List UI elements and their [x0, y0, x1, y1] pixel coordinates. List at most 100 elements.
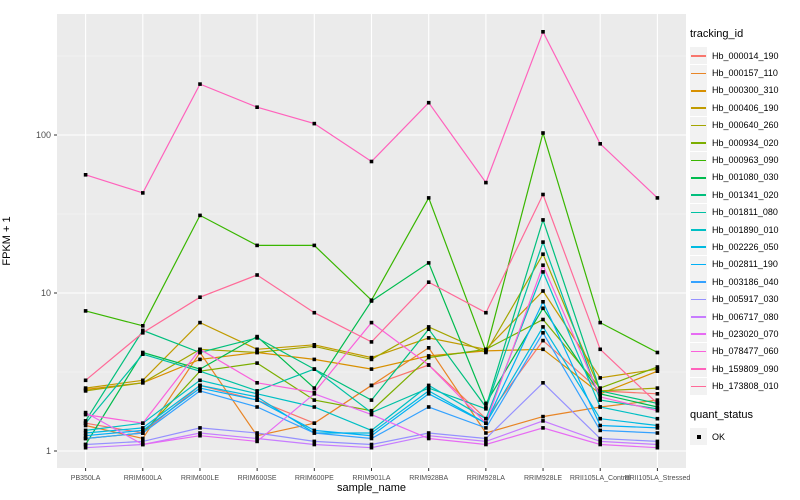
data-point [83, 421, 88, 425]
data-point [255, 347, 259, 352]
data-point [198, 367, 202, 371]
color-line-key [690, 203, 707, 221]
data-point [83, 433, 88, 438]
legend-title-quant-status: quant_status [690, 408, 753, 421]
data-point [541, 300, 545, 304]
data-point [141, 421, 145, 425]
legend-entry-label: Hb_159809_090 [712, 363, 779, 374]
legend-entry-label: Hb_000300_310 [712, 85, 779, 96]
data-point [598, 428, 602, 433]
data-point [83, 428, 88, 433]
legend-entry-label: Hb_173808_010 [712, 381, 779, 392]
data-point [426, 261, 431, 265]
data-point [312, 442, 317, 447]
x-axis-title: sample_name [336, 482, 407, 494]
legend-entry-label: Hb_000157_110 [712, 68, 778, 79]
data-point [484, 407, 488, 411]
color-line-key [690, 186, 707, 204]
x-tick-label: PB350LA [71, 475, 101, 482]
data-point [655, 439, 660, 444]
data-point [541, 306, 545, 311]
data-point [198, 347, 202, 352]
data-point [655, 408, 660, 413]
data-point [655, 398, 660, 402]
data-point [255, 436, 259, 441]
legend-entry-label: Hb_005917_030 [712, 294, 779, 305]
legend-title-tracking-id: tracking_id [690, 28, 744, 40]
y-tick-label: 100 [36, 130, 51, 140]
data-point [369, 408, 374, 413]
data-point [141, 352, 145, 356]
y-axis-title: FPKM + 1 [1, 216, 13, 266]
legend-entry-label: Hb_023020_070 [712, 328, 779, 339]
color-line-key [690, 290, 707, 308]
legend-entry-Hb_000014_190: Hb_000014_190 [690, 47, 800, 65]
data-point [484, 421, 488, 425]
data-point [141, 331, 145, 335]
data-point [598, 405, 602, 409]
data-point [426, 433, 431, 438]
ok-square-marker-key [690, 428, 707, 445]
y-tick-label: 10 [41, 288, 51, 298]
data-point [369, 299, 374, 303]
data-point [83, 423, 88, 428]
data-point [255, 350, 259, 355]
color-line-key [690, 81, 707, 99]
legend-entry-label: Hb_000640_260 [712, 120, 779, 131]
data-point [598, 392, 602, 396]
legend-entry-label: Hb_001890_010 [712, 224, 779, 235]
x-tick-label: RRII105LA_Control [570, 475, 631, 482]
data-point [198, 82, 202, 86]
data-point [426, 280, 431, 284]
data-point [198, 426, 202, 430]
data-point [426, 383, 431, 388]
data-point [598, 347, 602, 352]
data-point [255, 273, 259, 277]
data-point [484, 436, 488, 441]
data-point [484, 416, 488, 421]
data-point [255, 243, 259, 248]
legend-entry-Hb_159809_090: Hb_159809_090 [690, 360, 800, 378]
data-point [369, 442, 374, 447]
data-point [598, 386, 602, 390]
color-line-key [690, 238, 707, 256]
data-point [141, 431, 145, 435]
data-point [426, 431, 431, 435]
data-point [655, 386, 660, 390]
data-point [369, 159, 374, 164]
data-point [369, 383, 374, 388]
data-point [83, 309, 88, 313]
data-point [141, 324, 145, 328]
color-line-key [690, 151, 707, 169]
data-point [598, 436, 602, 441]
data-point [369, 433, 374, 438]
data-point [484, 310, 488, 315]
color-line-key [690, 116, 707, 134]
data-point [141, 439, 145, 444]
legend-entry-label: Hb_078477_060 [712, 346, 779, 357]
data-point [255, 361, 259, 365]
data-point [598, 423, 602, 428]
data-point [369, 355, 374, 360]
legend-entry-Hb_002226_050: Hb_002226_050 [690, 238, 800, 256]
data-point [83, 431, 88, 435]
color-line-key [690, 168, 707, 186]
data-point [255, 381, 259, 385]
color-line-key [690, 64, 707, 82]
data-point [598, 389, 602, 393]
data-point [198, 357, 202, 362]
data-point [484, 431, 488, 435]
data-point [255, 431, 259, 435]
data-point [198, 350, 202, 355]
data-point [141, 426, 145, 430]
data-point [141, 191, 145, 195]
data-point [312, 398, 317, 402]
data-point [198, 383, 202, 388]
data-point [541, 331, 545, 335]
color-line-key [690, 47, 707, 65]
data-point [312, 121, 317, 126]
x-tick-label: RRII105LA_Stressed [625, 475, 691, 482]
data-point [484, 426, 488, 430]
